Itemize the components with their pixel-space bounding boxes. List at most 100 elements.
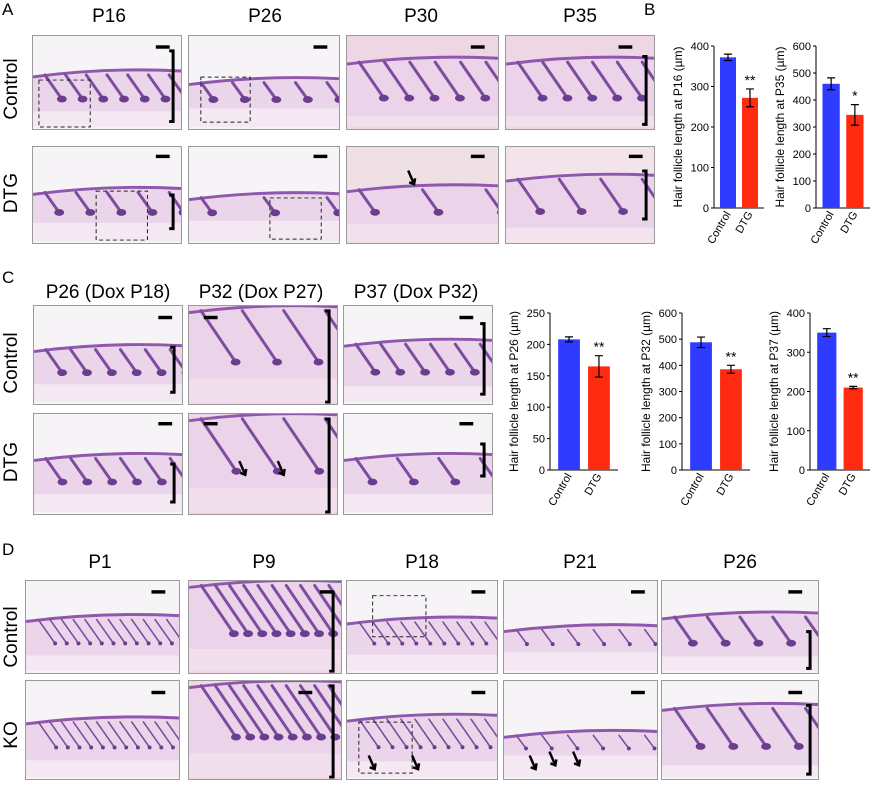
y-tick-label: 100 [691,163,709,175]
bar-chart-p16: 0 100 200 300 400 Hair follicle length at P16… [668,38,768,268]
panel-d-row-label: Control [1,606,22,668]
bar [822,83,840,208]
bar-chart-p26: 0 50 100 150 200 250 Hair follicle length at P… [504,305,622,530]
panel-d-col-title: P21 [563,552,597,573]
histology-image [505,35,655,130]
histology-image [346,146,499,244]
significance-label: ** [848,369,859,385]
y-tick-label: 200 [659,413,677,425]
panel-letter-b: B [644,0,656,19]
panel-c-row-label: Control [1,332,22,394]
y-tick-label: 0 [703,203,709,215]
x-tick-label: DTG [838,210,860,236]
y-tick-label: 300 [691,82,709,94]
bar [588,366,610,470]
x-tick-label: DTG [734,210,756,236]
panel-a-col-title: P16 [92,6,126,27]
histology-image [343,413,493,515]
significance-label: ** [745,72,756,88]
error-bar [827,77,836,91]
error-bar [849,385,858,390]
error-bar [822,328,831,338]
histology-image [346,680,498,780]
bar-chart-p35: 0 100 200 300 400 500 600 Hair follicle length … [770,38,874,268]
error-bar [726,364,735,374]
x-tick-label: Control [679,472,707,509]
histology-image [188,146,340,244]
y-tick-label: 0 [799,465,805,477]
histology-image [25,680,180,780]
panel-d-col-title: P1 [88,552,112,573]
significance-label: ** [594,339,605,355]
x-tick-label: DTG [715,472,737,498]
histology-image [32,35,182,130]
y-tick-label: 200 [527,339,545,351]
panel-c-col-title: P37 (Dox P32) [353,282,479,303]
bar [846,114,864,208]
histology-image [505,146,655,244]
histology-image [188,413,338,515]
y-tick-label: 500 [793,68,811,80]
panel-letter-c: C [2,268,15,287]
x-tick-label: DTG [583,472,605,498]
histology-image [188,680,342,780]
histology-image [661,580,819,674]
y-tick-label: 200 [793,149,811,161]
panel-c-row-label: DTG [1,441,22,483]
bar [558,339,580,470]
y-tick-label: 600 [793,41,811,53]
y-tick-label: 400 [793,95,811,107]
y-tick-label: 600 [659,308,677,320]
bar [720,369,742,470]
panel-d-row-label: KO [1,721,22,749]
panel-a-row-label: Control [1,58,22,120]
y-tick-label: 0 [539,465,545,477]
y-tick-label: 300 [793,122,811,134]
y-tick-label: 400 [787,308,805,320]
y-tick-label: 50 [533,434,545,446]
bar [817,332,837,470]
histology-image [33,413,183,515]
y-tick-label: 300 [659,387,677,399]
bar-chart-p37: 0 100 200 300 400 Hair follicle length at P37… [764,305,874,530]
x-tick-label: Control [809,210,837,247]
histology-image [503,680,658,780]
histology-image [503,580,658,674]
y-tick-label: 100 [527,402,545,414]
y-tick-label: 0 [671,465,677,477]
y-axis-label: Hair follicle length at P37 (µm) [767,311,781,472]
y-tick-label: 100 [659,439,677,451]
panel-a-col-title: P26 [248,6,282,27]
panel-c-col-title: P32 (Dox P27) [198,282,324,303]
y-tick-label: 250 [527,308,545,320]
histology-image [188,580,342,674]
histology-image [343,305,493,405]
bar [742,97,758,208]
histology-image [32,146,182,244]
bar [843,387,863,470]
error-bar [565,336,574,343]
bar [720,57,736,209]
bar-chart-p32: 0 100 200 300 400 500 600 Hair follicle length … [636,305,754,530]
y-axis-label: Hair follicle length at P32 (µm) [639,311,653,472]
histology-image [188,305,338,405]
error-bar [746,88,754,108]
panel-a-col-title: P30 [404,6,438,27]
y-tick-label: 300 [787,347,805,359]
significance-label: * [852,88,858,104]
histology-image [661,680,819,780]
histology-image [33,305,183,405]
y-tick-label: 500 [659,334,677,346]
panel-a-col-title: P35 [563,6,597,27]
y-tick-label: 100 [787,426,805,438]
x-tick-label: Control [705,210,733,247]
panel-a-row-label: DTG [1,172,22,214]
y-tick-label: 200 [691,122,709,134]
y-axis-label: Hair follicle length at P26 (µm) [507,311,521,472]
panel-letter-a: A [2,0,14,19]
panel-d-col-title: P9 [252,552,276,573]
error-bar [594,355,603,378]
panel-d-col-title: P18 [405,552,439,573]
x-tick-label: Control [547,472,575,509]
panel-d-col-title: P26 [723,552,757,573]
